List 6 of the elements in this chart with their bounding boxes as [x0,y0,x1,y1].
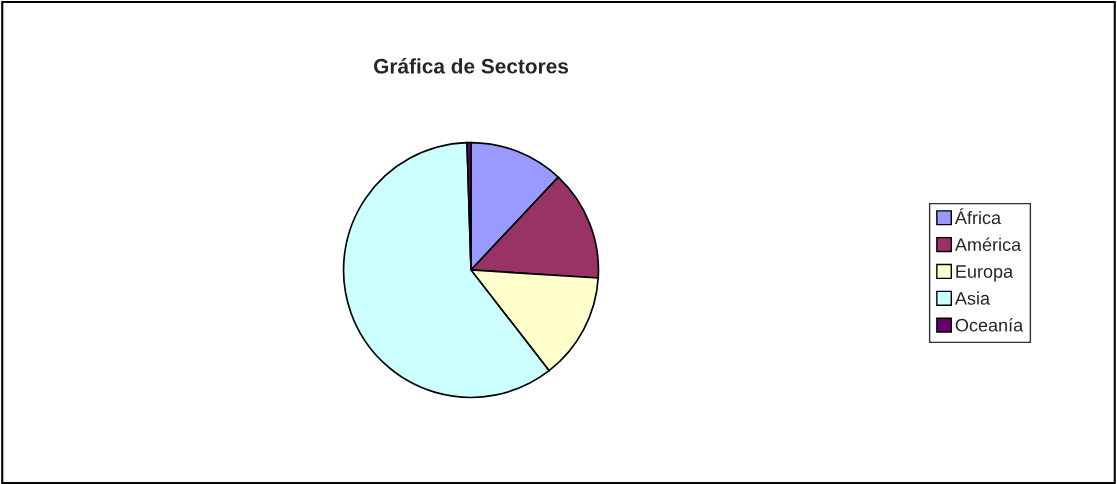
chart-title: Gráfica de Sectores [374,58,568,74]
legend-label: Oceanía [955,318,1024,332]
legend-label: América [954,237,1022,252]
legend-label: Europa [956,265,1014,282]
legend-label: África [954,208,1002,225]
legend-label: Asia [954,291,991,305]
